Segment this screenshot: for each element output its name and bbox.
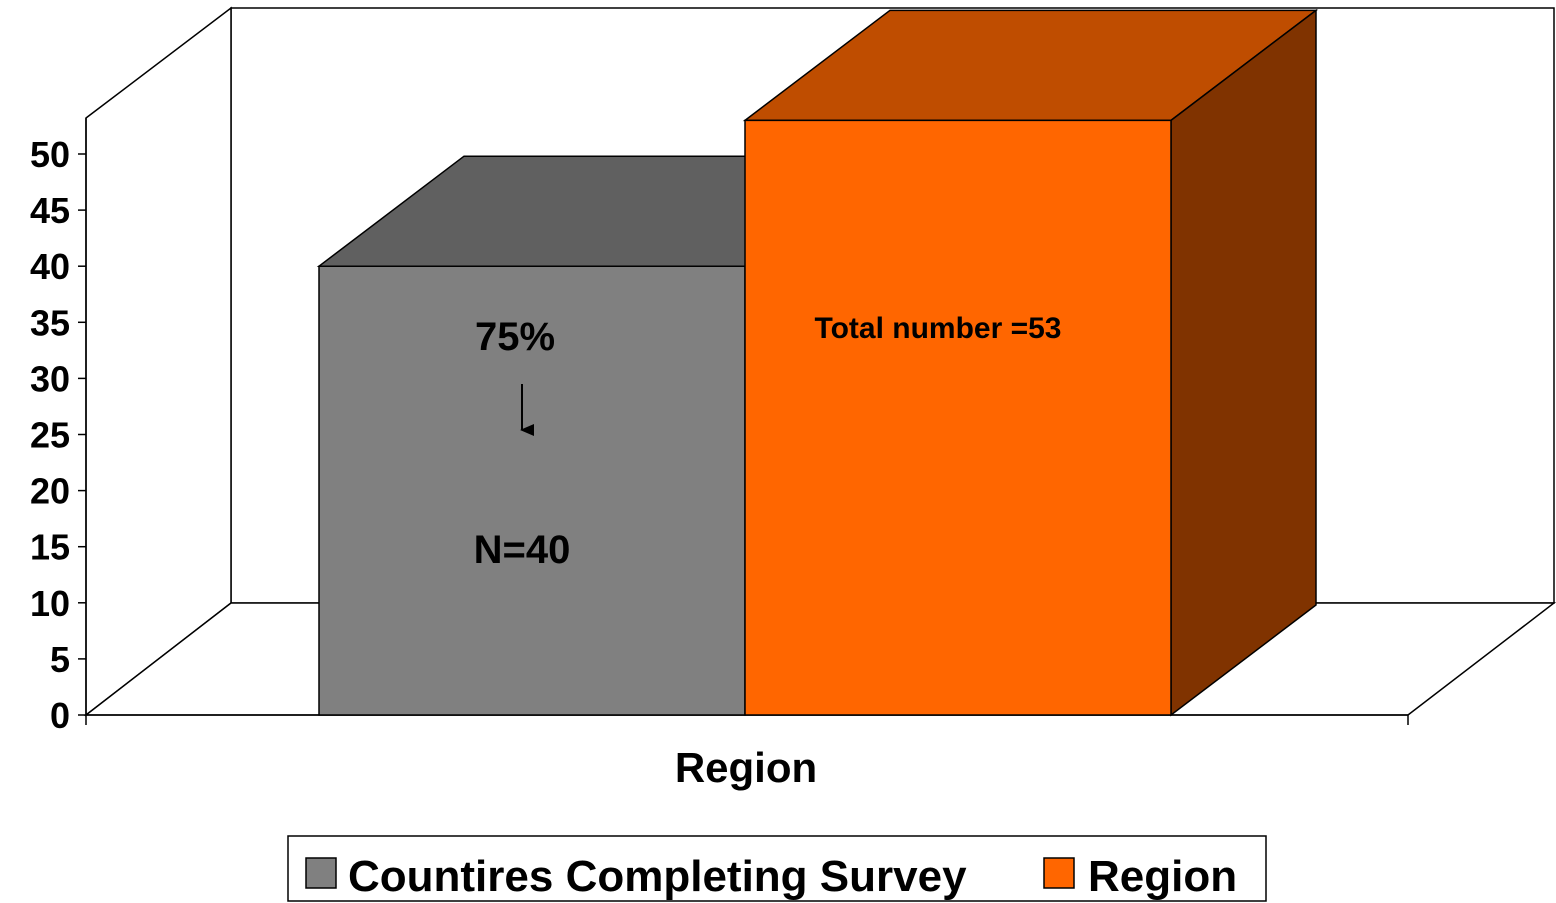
legend-label-countries: Countires Completing Survey [348,852,967,901]
y-tick-label: 0 [50,695,70,736]
legend: Countires Completing Survey Region [287,835,1267,902]
x-axis-label: Region [675,744,817,791]
legend-swatch-countries [305,857,337,889]
bar-side [1170,8,1317,717]
y-tick-label: 30 [30,358,70,399]
bars [316,8,1319,717]
y-tick-label: 45 [30,190,70,231]
side-wall [85,6,232,717]
y-tick-label: 5 [50,639,70,680]
annotation-total: Total number =53 [814,312,1061,345]
y-tick-label: 25 [30,415,70,456]
y-tick-label: 15 [30,527,70,568]
annotation-count: N=40 [474,528,571,572]
legend-box [287,835,1267,902]
annotation-percentage: 75% [475,315,555,359]
y-tick-label: 50 [30,134,70,175]
y-axis-ticks: 0 5 10 15 20 25 30 35 40 45 50 [30,134,86,736]
bar-front [744,119,1172,716]
y-tick-label: 20 [30,471,70,512]
legend-swatch-region [1043,857,1075,889]
y-tick-label: 35 [30,302,70,343]
bar-1 [742,8,1319,717]
y-tick-label: 40 [30,246,70,287]
y-tick-label: 10 [30,583,70,624]
legend-label-region: Region [1088,852,1237,901]
